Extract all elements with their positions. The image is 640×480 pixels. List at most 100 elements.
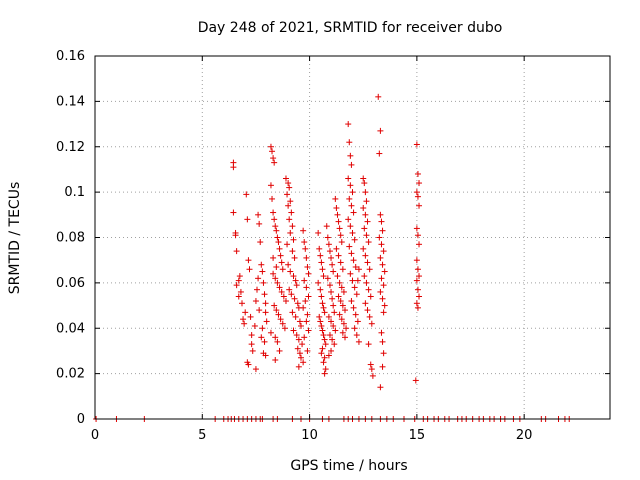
data-point [347, 182, 354, 189]
y-tick-label: 0.08 [56, 231, 85, 246]
data-point [271, 302, 278, 309]
data-point [275, 311, 282, 318]
data-point [251, 322, 258, 329]
data-point [416, 293, 423, 300]
data-point [416, 180, 423, 187]
data-point [319, 327, 326, 334]
data-point [262, 309, 269, 316]
data-point [378, 275, 385, 282]
data-point [336, 225, 343, 232]
data-point [244, 216, 251, 223]
data-point [276, 284, 283, 291]
data-point [303, 254, 310, 261]
data-point [345, 121, 352, 128]
data-point [233, 248, 240, 255]
data-point [317, 318, 324, 325]
data-point [282, 175, 289, 182]
data-point [305, 327, 312, 334]
data-point [274, 338, 281, 345]
data-point [330, 268, 337, 275]
data-point [267, 329, 274, 336]
data-point [320, 273, 327, 280]
data-point [276, 245, 283, 252]
y-tick-label: 0.12 [56, 140, 85, 155]
data-point [305, 293, 312, 300]
data-point [233, 282, 240, 289]
data-point [353, 332, 360, 339]
data-point [260, 350, 267, 357]
data-point [364, 218, 371, 225]
data-point [341, 307, 348, 314]
data-point [336, 279, 343, 286]
data-point [332, 195, 339, 202]
data-point [289, 223, 296, 230]
data-point [335, 293, 342, 300]
data-point [274, 234, 281, 241]
data-point [299, 341, 306, 348]
data-point [333, 245, 340, 252]
data-point [284, 241, 291, 248]
data-point [277, 252, 284, 259]
data-point [377, 254, 384, 261]
data-point [321, 309, 328, 316]
data-point [293, 282, 300, 289]
data-point [286, 184, 293, 191]
data-point [375, 93, 382, 100]
data-point [377, 211, 384, 218]
data-point [237, 288, 244, 295]
data-point [365, 239, 372, 246]
data-point [245, 361, 252, 368]
data-point [339, 266, 346, 273]
data-point [322, 366, 329, 373]
data-point [338, 316, 345, 323]
data-point [256, 307, 263, 314]
plot-frame [94, 55, 611, 420]
data-point [368, 320, 375, 327]
data-point [303, 284, 310, 291]
data-point [361, 225, 368, 232]
data-point [364, 259, 371, 266]
data-point [335, 218, 342, 225]
data-point [294, 345, 301, 352]
data-point [379, 261, 386, 268]
data-point [365, 286, 372, 293]
data-point [360, 245, 367, 252]
data-point [272, 275, 279, 282]
data-point [291, 254, 298, 261]
data-point [366, 313, 373, 320]
data-point [369, 372, 376, 379]
data-point [289, 309, 296, 316]
data-point [287, 268, 294, 275]
data-point [245, 257, 252, 264]
data-point [254, 286, 261, 293]
data-point [257, 239, 264, 246]
data-point [322, 341, 329, 348]
data-point [337, 232, 344, 239]
data-point [248, 341, 255, 348]
data-point [258, 334, 265, 341]
data-point [272, 357, 279, 364]
data-point [329, 261, 336, 268]
data-point [246, 266, 253, 273]
data-point [280, 293, 287, 300]
data-point [337, 298, 344, 305]
data-point [295, 363, 302, 370]
data-point [360, 175, 367, 182]
data-point [377, 288, 384, 295]
grid [95, 56, 610, 419]
data-point [255, 211, 262, 218]
x-axis-label: GPS time / hours [290, 458, 407, 474]
data-point [348, 161, 355, 168]
data-point [379, 227, 386, 234]
data-point [290, 327, 297, 334]
data-point [301, 239, 308, 246]
data-point [343, 325, 350, 332]
data-point [319, 266, 326, 273]
data-point [362, 189, 369, 196]
data-point [366, 266, 373, 273]
y-tick-label: 0.14 [56, 94, 85, 109]
data-point [362, 211, 369, 218]
data-point [304, 263, 311, 270]
y-tick-label: 0.06 [56, 276, 85, 291]
data-point [300, 359, 307, 366]
